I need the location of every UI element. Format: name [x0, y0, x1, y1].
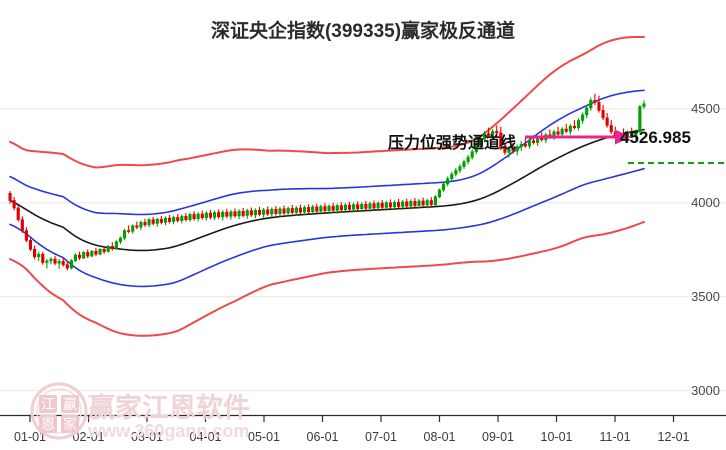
x-axis-label: 01-01	[14, 430, 46, 444]
x-axis-ticks	[29, 415, 675, 422]
x-axis-label: 08-01	[423, 430, 456, 444]
x-axis-label: 03-01	[131, 430, 163, 444]
x-axis-label: 09-01	[482, 430, 514, 444]
candlestick-series	[8, 93, 646, 271]
page-title: 深证央企指数(399335)赢家极反通道	[210, 21, 516, 42]
channel-upper-outer-line	[9, 36, 645, 169]
y-axis-label: 3500	[691, 288, 720, 304]
x-axis-label: 10-01	[540, 430, 573, 444]
y-axis-label: 4000	[691, 194, 720, 210]
channel-lower-outer-line	[9, 221, 645, 337]
x-axis-label: 11-01	[599, 430, 631, 444]
y-axis-label: 3000	[691, 382, 720, 398]
x-axis-label: 04-01	[189, 430, 222, 444]
channel-lower-inner-line	[9, 167, 645, 288]
x-axis-label: 12-01	[657, 430, 690, 444]
x-axis-label: 02-01	[72, 430, 105, 444]
gridlines	[0, 108, 726, 392]
annotation-price-value: 4526.985	[620, 128, 691, 147]
annotation-arrow	[525, 129, 631, 145]
x-axis-label: 05-01	[248, 430, 280, 444]
annotation-label: 压力位强势通道线	[388, 135, 517, 152]
channel-upper-inner-line	[9, 89, 645, 216]
moving-average-line	[9, 128, 645, 252]
x-axis-label: 07-01	[365, 430, 397, 444]
x-axis-label: 06-01	[306, 430, 339, 444]
y-axis-label: 4500	[691, 100, 720, 116]
